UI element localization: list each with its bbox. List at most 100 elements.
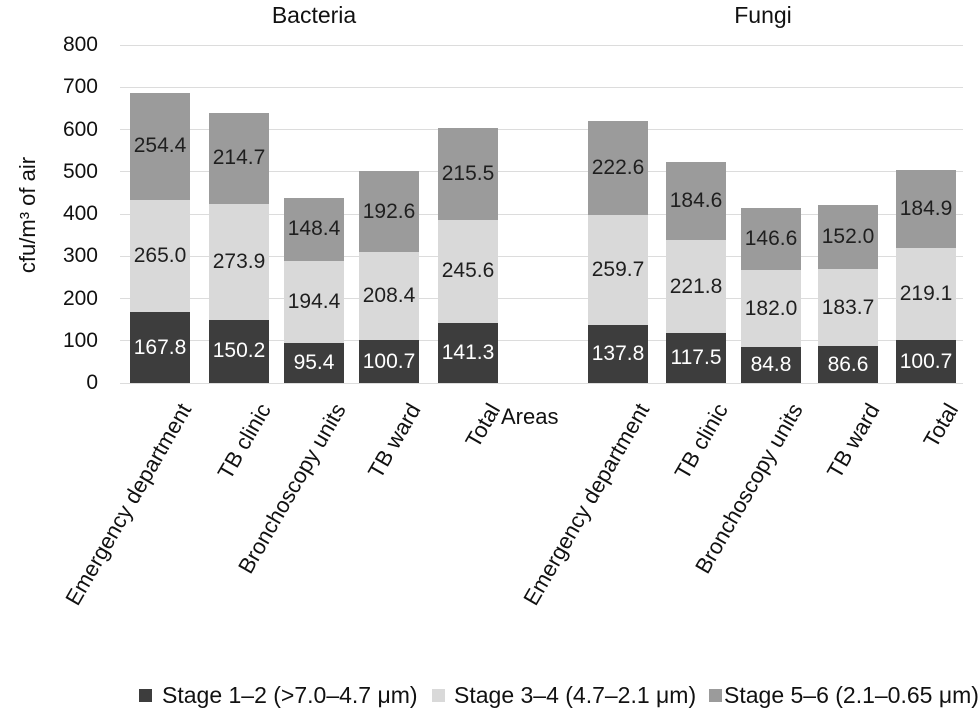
x-category-label: TB ward <box>822 399 885 483</box>
bar-value-label: 273.9 <box>212 249 266 273</box>
bar-segment <box>359 171 419 253</box>
bar-segment <box>896 169 956 248</box>
bar-segment <box>588 215 648 325</box>
y-tick-label: 800 <box>62 33 98 56</box>
bar-value-label: 100.7 <box>362 349 416 373</box>
bar-segment <box>741 208 801 271</box>
bar-segment <box>666 333 726 383</box>
bar-segment <box>818 346 878 383</box>
bar-segment <box>209 203 269 320</box>
bar-segment <box>359 340 419 383</box>
bar-value-label: 221.8 <box>669 274 723 298</box>
bar-segment <box>209 113 269 204</box>
bar-value-label: 150.2 <box>212 339 266 363</box>
bar-segment <box>284 260 344 343</box>
bar-value-label: 146.6 <box>744 227 798 251</box>
grid-line <box>120 129 963 130</box>
y-tick-label: 400 <box>62 202 98 225</box>
y-tick-label: 200 <box>62 286 98 310</box>
bar-value-label: 194.4 <box>287 289 341 313</box>
y-tick-label: 700 <box>62 75 98 99</box>
bar-segment <box>209 319 269 383</box>
legend-swatch-stage-5-6-icon <box>709 688 722 702</box>
bar-value-label: 245.6 <box>441 259 495 283</box>
bar-value-label: 219.1 <box>899 282 953 306</box>
bar-value-label: 208.4 <box>362 284 416 308</box>
bar-segment <box>284 342 344 383</box>
bar-value-label: 183.7 <box>821 295 875 319</box>
bar-value-label: 117.5 <box>670 346 722 370</box>
legend-label-stage-3-4: Stage 3–4 (4.7–2.1 μm) <box>454 681 697 708</box>
x-category-label: Total <box>917 399 963 452</box>
bar-segment <box>588 324 648 383</box>
legend-label-stage-1-2: Stage 1–2 (>7.0–4.7 μm) <box>162 681 418 708</box>
bar-segment <box>741 347 801 383</box>
bar-value-label: 137.8 <box>591 341 645 365</box>
x-category-label: TB clinic <box>669 399 733 484</box>
bar-value-label: 148.4 <box>287 217 341 241</box>
chart-title-bacteria: Bacteria <box>271 2 357 28</box>
legend-item-stage-5-6: Stage 5–6 (2.1–0.65 μm) <box>709 682 979 708</box>
y-tick-label: 300 <box>62 244 98 268</box>
y-tick-label: 500 <box>62 159 98 183</box>
bar-segment <box>130 92 190 201</box>
legend-label-stage-5-6: Stage 5–6 (2.1–0.65 μm) <box>724 681 979 708</box>
legend-item-stage-1-2: Stage 1–2 (>7.0–4.7 μm) <box>139 682 418 708</box>
bar-value-label: 84.8 <box>750 353 792 377</box>
grid-line <box>120 86 963 88</box>
grid-line <box>120 213 963 215</box>
legend-item-stage-3-4: Stage 3–4 (4.7–2.1 μm) <box>432 682 696 708</box>
x-axis-title: Areas <box>501 404 559 429</box>
y-tick-label: 100 <box>62 328 98 352</box>
bar-segment <box>896 247 956 341</box>
bar-value-label: 214.7 <box>212 146 266 170</box>
legend-swatch-stage-3-4-icon <box>432 688 445 702</box>
bar-value-label: 184.6 <box>669 188 723 212</box>
bar-segment <box>896 340 956 383</box>
bar-segment <box>818 268 878 347</box>
bar-value-label: 100.7 <box>899 349 953 373</box>
x-category-label: Emergency department <box>518 399 655 610</box>
bar-segment <box>666 161 726 240</box>
bar-value-label: 167.8 <box>133 335 187 359</box>
grid-line <box>120 340 963 342</box>
y-tick-label: 600 <box>62 117 98 141</box>
bar-segment <box>284 197 344 261</box>
bar-value-label: 184.9 <box>899 196 953 220</box>
legend-swatch-stage-1-2-icon <box>139 688 152 702</box>
x-category-label: Emergency department <box>60 399 197 610</box>
bar-value-label: 222.6 <box>591 156 645 180</box>
grid-line <box>120 298 963 299</box>
x-category-label: TB clinic <box>212 399 276 484</box>
chart-title-fungi: Fungi <box>734 2 792 28</box>
bar-segment <box>741 270 801 348</box>
bar-segment <box>130 312 190 383</box>
bar-segment <box>359 252 419 341</box>
bar-value-label: 141.3 <box>441 341 495 365</box>
bar-value-label: 86.6 <box>827 352 869 376</box>
bar-value-label: 192.6 <box>362 199 416 223</box>
x-category-label: Total <box>459 399 505 452</box>
bar-value-label: 254.4 <box>133 134 187 158</box>
bar-segment <box>818 204 878 269</box>
bar-segment <box>666 239 726 334</box>
bar-segment <box>130 200 190 313</box>
bar-segment <box>438 323 498 383</box>
legend: Stage 1–2 (>7.0–4.7 μm) Stage 3–4 (4.7–2… <box>0 682 979 710</box>
bar-segment <box>588 121 648 216</box>
bar-value-label: 259.7 <box>591 257 645 281</box>
bar-value-label: 182.0 <box>744 296 798 320</box>
bar-segment <box>438 219 498 324</box>
grid-line <box>120 44 963 46</box>
x-category-label: TB ward <box>363 399 426 483</box>
grid-line <box>120 382 963 384</box>
bar-value-label: 215.5 <box>441 162 495 185</box>
bar-value-label: 265.0 <box>133 244 187 268</box>
bar-value-label: 95.4 <box>293 350 335 374</box>
grid-line <box>120 255 963 257</box>
grid-line <box>120 171 963 173</box>
bar-segment <box>438 128 498 220</box>
y-tick-label: 0 <box>86 371 98 394</box>
bar-value-label: 152.0 <box>821 224 875 248</box>
